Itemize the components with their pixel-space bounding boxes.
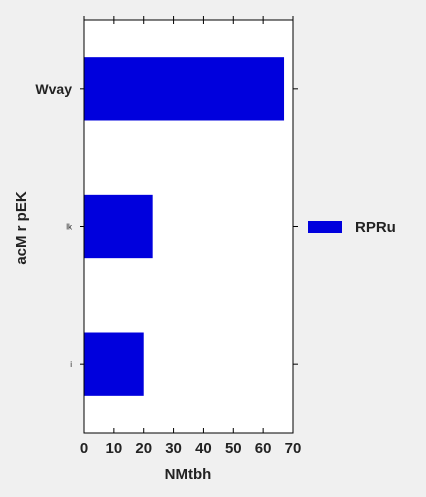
bars-group — [84, 57, 285, 396]
x-tick-label: 10 — [106, 440, 123, 457]
legend-swatch — [308, 221, 342, 233]
x-tick-label: 0 — [80, 440, 88, 457]
y-axis: Wvay lk i — [35, 81, 298, 369]
bar-1 — [84, 194, 153, 259]
x-tick-label: 60 — [255, 440, 272, 457]
x-tick-label: 50 — [225, 440, 242, 457]
y-tick-label: lk — [66, 223, 73, 232]
x-tick-label: 20 — [135, 440, 152, 457]
y-tick-label: Wvay — [35, 81, 72, 97]
x-axis-title: NMtbh — [165, 466, 212, 483]
legend-label: RPRu — [355, 219, 396, 236]
x-axis: 0 10 20 30 40 50 60 70 — [80, 16, 302, 457]
y-tick-label: i — [70, 360, 72, 369]
bar-0 — [84, 57, 285, 121]
bar-2 — [84, 332, 144, 396]
y-axis-title: acM r pEK — [13, 191, 30, 265]
legend: RPRu — [308, 219, 396, 236]
x-tick-label: 70 — [285, 440, 302, 457]
x-tick-label: 40 — [195, 440, 212, 457]
x-tick-label: 30 — [165, 440, 182, 457]
